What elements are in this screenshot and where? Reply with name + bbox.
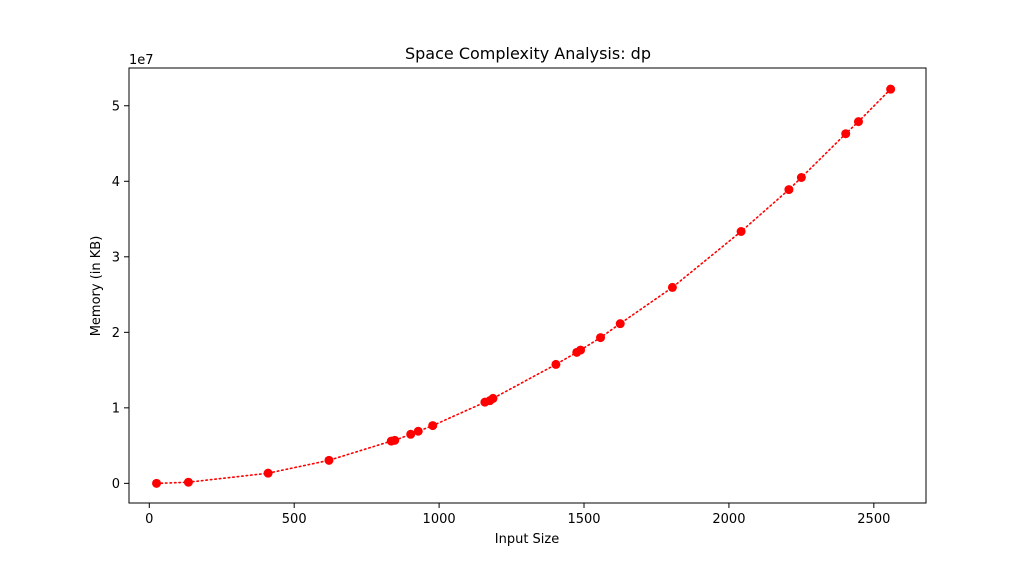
data-point [428, 421, 438, 431]
x-tick-label: 500 [282, 512, 307, 527]
series-line [155, 88, 892, 485]
data-point [488, 393, 498, 403]
data-point [886, 84, 896, 94]
data-point [853, 117, 863, 127]
y-tick-label: 5 [112, 99, 120, 114]
x-tick-label: 1500 [567, 512, 600, 527]
y-tick-label: 4 [112, 175, 120, 190]
data-point [324, 455, 334, 465]
x-tick-label: 2000 [712, 512, 745, 527]
y-tick-label: 0 [112, 477, 120, 492]
data-point [390, 435, 400, 445]
y-tick-label: 1 [112, 401, 120, 416]
data-point [841, 129, 851, 139]
x-tick-label: 1000 [423, 512, 456, 527]
y-tick-label: 3 [112, 250, 120, 265]
data-point [796, 173, 806, 183]
y-offset-label: 1e7 [129, 53, 154, 68]
chart-title: Space Complexity Analysis: dp [405, 44, 651, 63]
x-tick-label: 2500 [857, 512, 890, 527]
data-point [263, 468, 273, 478]
data-point [736, 227, 746, 237]
data-point [183, 477, 193, 487]
x-tick-label: 0 [145, 512, 153, 527]
data-point [551, 359, 561, 369]
data-point [576, 345, 586, 355]
y-axis-ticks: 0 1 2 3 4 5 [112, 99, 129, 492]
x-axis-ticks: 0 500 1000 1500 2000 2500 [145, 503, 890, 527]
y-tick-label: 2 [112, 326, 120, 341]
data-point [406, 429, 416, 439]
data-point [667, 282, 677, 292]
data-point [784, 185, 794, 195]
data-point [596, 333, 606, 343]
plot-frame [128, 67, 927, 504]
data-point [413, 426, 423, 436]
data-point [152, 478, 162, 488]
y-axis-label: Memory (in KB) [89, 236, 104, 337]
data-point [615, 319, 625, 329]
series-points [152, 84, 896, 488]
x-axis-label: Input Size [495, 532, 559, 547]
